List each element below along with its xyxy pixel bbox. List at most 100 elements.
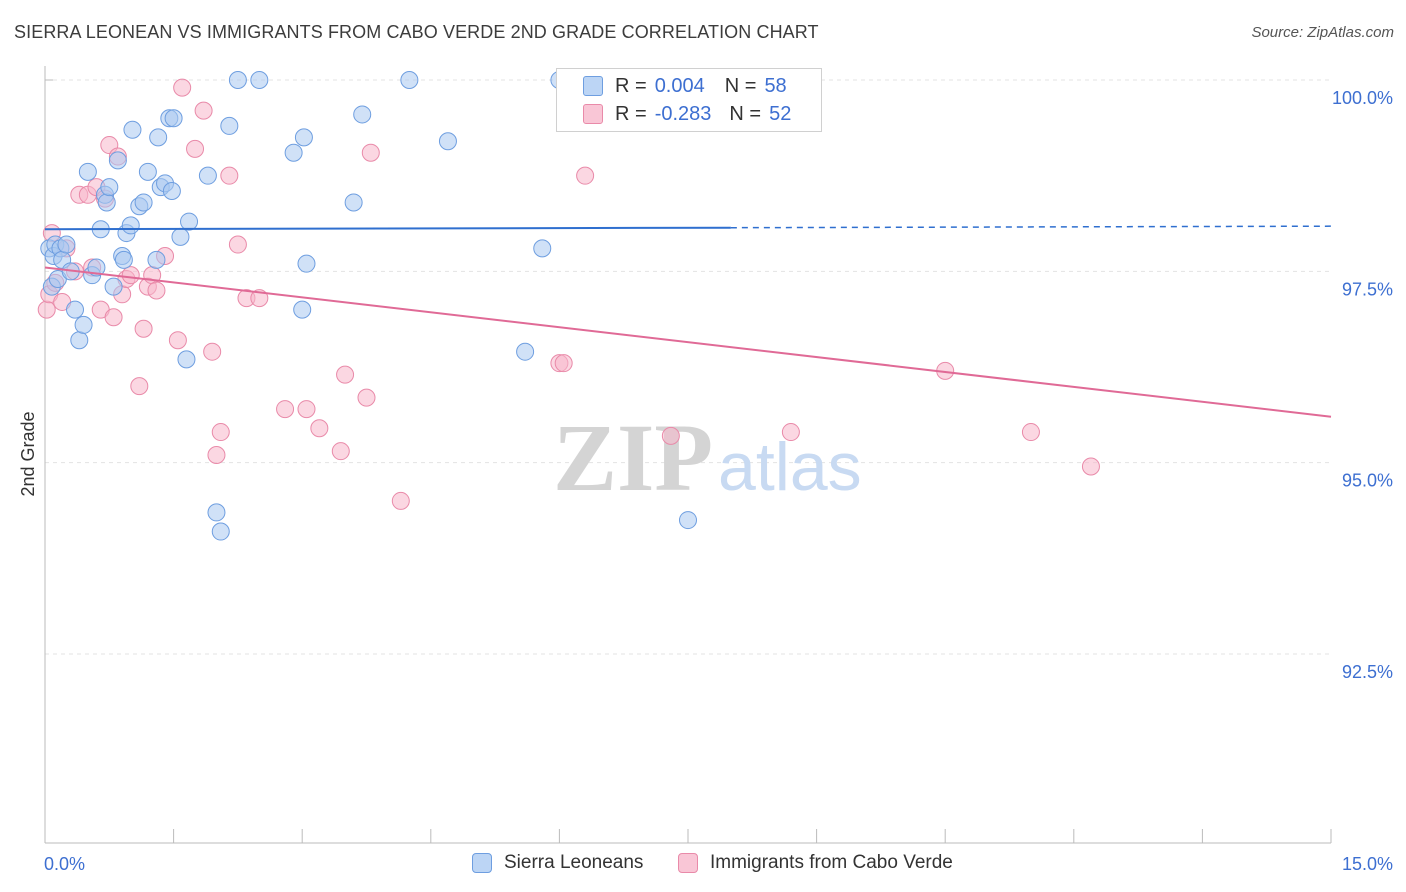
legend-r-label: R = (615, 74, 647, 97)
data-point (297, 400, 316, 419)
chart-title: SIERRA LEONEAN VS IMMIGRANTS FROM CABO V… (14, 22, 819, 42)
legend-n-value: 52 (769, 102, 792, 125)
legend-n-value: 58 (764, 74, 787, 97)
data-point (220, 166, 239, 185)
data-point (114, 250, 133, 269)
data-point (130, 377, 149, 396)
watermark: ZIP atlas (553, 404, 862, 511)
data-point (203, 342, 222, 361)
data-point (400, 71, 419, 89)
trend-line-cabo-verde (44, 266, 1332, 418)
data-point (198, 166, 217, 185)
data-point (66, 300, 85, 319)
data-point (211, 423, 230, 442)
source-label: Source: ZipAtlas.com (1251, 24, 1394, 41)
data-point (162, 181, 181, 200)
y-tick-label: 100.0% (1332, 88, 1393, 108)
data-point (87, 258, 106, 277)
trend-line-sierra-leoneans (44, 226, 731, 231)
data-point (104, 277, 123, 296)
series-legend: Sierra Leoneans Immigrants from Cabo Ver… (0, 852, 1406, 878)
data-point (149, 128, 168, 147)
legend-r-value: -0.283 (654, 102, 712, 125)
data-point (516, 342, 535, 361)
data-point (361, 143, 380, 162)
trend-line-sierra-leoneans-extension (730, 225, 1332, 229)
watermark-atlas: atlas (718, 429, 862, 505)
data-point (168, 331, 187, 350)
legend-r-value: 0.004 (654, 74, 705, 97)
data-point (100, 178, 119, 197)
data-point (297, 254, 316, 273)
data-point (70, 331, 89, 350)
data-point (276, 400, 295, 419)
data-point (207, 446, 226, 465)
y-tick-label: 97.5% (1342, 279, 1393, 299)
legend-label-cabo-verde: Immigrants from Cabo Verde (710, 852, 953, 873)
y-tick-label: 92.5% (1342, 662, 1393, 682)
data-point (74, 315, 93, 334)
data-point (331, 442, 350, 461)
y-axis-label: 2nd Grade (18, 411, 38, 496)
data-point (228, 235, 247, 254)
legend-swatch-pink (583, 104, 603, 124)
data-point (344, 193, 363, 212)
data-point (121, 266, 140, 285)
data-point (336, 365, 355, 384)
data-point (679, 511, 697, 530)
data-point (781, 423, 800, 442)
data-point (121, 216, 140, 235)
axes (44, 66, 1332, 844)
tick-labels: 92.5% 95.0% 97.5% 100.0% 0.0% 15.0% 2nd Grade (18, 88, 1393, 874)
stats-legend: R = 0.004 N = 58 R = -0.283 N = 52 (556, 68, 822, 132)
legend-swatch-blue (583, 76, 603, 96)
legend-n-label: N = (724, 74, 757, 97)
legend-label-sierra-leoneans: Sierra Leoneans (504, 852, 644, 873)
data-point (293, 300, 312, 319)
legend-item-cabo-verde[interactable]: Immigrants from Cabo Verde (678, 852, 953, 874)
legend-swatch-pink (678, 853, 698, 873)
legend-item-sierra-leoneans[interactable]: Sierra Leoneans (472, 852, 643, 874)
data-point (207, 503, 226, 522)
data-point (1081, 457, 1100, 476)
data-point (164, 109, 183, 128)
data-point (57, 235, 76, 254)
data-point (138, 162, 157, 181)
data-point (391, 491, 410, 510)
cabo-verde-points (37, 78, 1100, 510)
y-tick-label: 95.0% (1342, 471, 1393, 491)
data-point (576, 166, 595, 185)
data-point (177, 350, 196, 369)
data-point (171, 227, 190, 246)
trend-lines (44, 225, 1332, 418)
data-point (123, 120, 142, 139)
data-point (554, 354, 573, 373)
x-tick-label-max: 15.0% (1342, 854, 1393, 874)
data-point (134, 319, 153, 338)
data-point (104, 308, 123, 327)
data-point (134, 193, 153, 212)
data-point (533, 239, 552, 258)
data-point (661, 426, 680, 445)
data-point (250, 71, 269, 89)
grid-lines (45, 79, 1331, 655)
data-point (173, 78, 192, 97)
legend-r-label: R = (615, 102, 647, 125)
data-point (97, 193, 116, 212)
data-point (284, 143, 303, 162)
data-point (180, 212, 199, 231)
data-point (294, 128, 313, 147)
data-point (147, 250, 166, 269)
data-point (147, 281, 166, 300)
data-point (357, 388, 376, 407)
data-point (1021, 423, 1040, 442)
data-point (211, 522, 230, 541)
data-point (194, 101, 213, 120)
legend-n-label: N = (729, 102, 762, 125)
data-point (108, 151, 127, 170)
data-point (78, 162, 97, 181)
data-point (228, 71, 247, 89)
data-point (353, 105, 372, 124)
legend-row-cabo-verde: R = -0.283 N = 52 (583, 101, 791, 127)
